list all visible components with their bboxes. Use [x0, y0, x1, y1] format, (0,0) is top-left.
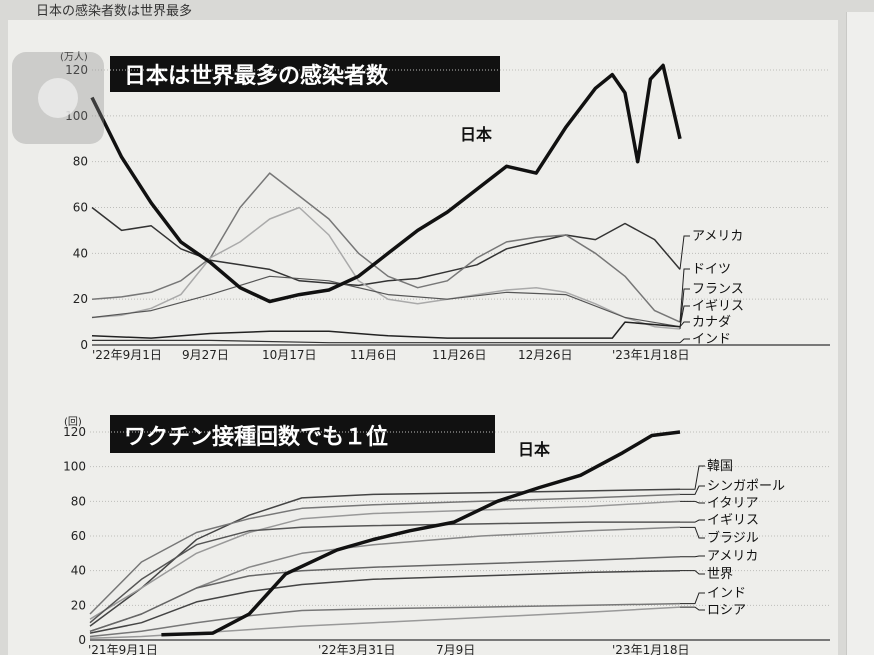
y-tick-1-1: 20 — [71, 598, 86, 612]
series-line-1-3 — [89, 521, 680, 624]
leader-1-2 — [680, 500, 705, 504]
x-tick-0-2: 10月17日 — [262, 348, 317, 362]
leader-1-4 — [680, 526, 705, 539]
chart-title-box-1 — [110, 415, 495, 453]
series-line-1-2 — [89, 500, 681, 620]
series-line-1-0 — [89, 488, 681, 627]
series-line-0-4 — [91, 321, 681, 339]
series-line-1-8 — [89, 606, 681, 640]
x-tick-0-0: '22年9月1日 — [92, 348, 162, 362]
x-tick-1-2: 7月9日 — [436, 643, 475, 655]
leader-0-2 — [679, 288, 690, 330]
assistive-touch-inner — [38, 78, 78, 118]
series-label-1-0: 韓国 — [707, 459, 733, 474]
leader-1-1 — [680, 485, 705, 495]
series-line-1-5 — [89, 556, 681, 633]
series-label-0-3: イギリス — [692, 299, 744, 314]
series-label-0-4: カナダ — [692, 315, 731, 330]
series-label-1-7: インド — [707, 586, 746, 601]
series-label-0-0: アメリカ — [692, 229, 743, 244]
y-tick-0-6: 120 — [65, 63, 88, 77]
leader-0-5 — [679, 338, 690, 344]
series-label-0-1: ドイツ — [692, 262, 731, 277]
x-tick-0-3: 11月6日 — [350, 348, 397, 362]
leader-1-7 — [680, 592, 705, 605]
x-tick-0-5: 12月26日 — [518, 348, 573, 362]
series-label-1-8: ロシア — [707, 603, 746, 618]
leader-1-8 — [680, 606, 705, 611]
series-line-0-1 — [91, 172, 681, 323]
leader-0-0 — [679, 235, 690, 270]
leader-0-4 — [679, 321, 690, 327]
series-line-1-6 — [89, 569, 681, 634]
chart-title-1: ワクチン接種回数でも１位 — [124, 424, 388, 450]
y-tick-0-2: 40 — [73, 246, 88, 260]
y-tick-0-4: 80 — [73, 155, 88, 169]
y-tick-0-3: 60 — [73, 201, 88, 215]
series-label-1-5: アメリカ — [707, 549, 758, 564]
x-tick-0-1: 9月27日 — [182, 348, 229, 362]
y-tick-1-6: 120 — [63, 425, 86, 439]
x-tick-1-0: '21年9月1日 — [88, 643, 158, 655]
y-tick-1-3: 60 — [71, 529, 86, 543]
y-tick-1-0: 0 — [78, 633, 86, 647]
series-label-0-japan: 日本 — [460, 125, 492, 144]
series-label-1-6: 世界 — [707, 567, 733, 582]
series-label-1-1: シンガポール — [707, 479, 785, 494]
series-line-0-0 — [91, 206, 681, 287]
leader-1-0 — [680, 465, 705, 490]
x-tick-0-6: '23年1月18日 — [612, 348, 689, 362]
leader-1-3 — [680, 519, 705, 523]
right-edge-strip — [846, 12, 874, 655]
series-label-1-4: ブラジル — [707, 530, 759, 546]
series-line-0-3 — [91, 275, 681, 328]
y-tick-0-1: 20 — [73, 292, 88, 306]
assistive-touch-button[interactable] — [12, 52, 104, 144]
y-unit-0: (万人) — [60, 51, 88, 63]
y-tick-0-0: 0 — [80, 338, 88, 352]
series-label-1-2: イタリア — [707, 496, 758, 511]
leader-1-6 — [680, 570, 705, 575]
y-tick-1-2: 40 — [71, 564, 86, 578]
y-tick-1-4: 80 — [71, 494, 86, 508]
x-tick-0-4: 11月26日 — [432, 348, 487, 362]
x-tick-1-3: '23年1月18日 — [612, 643, 689, 655]
leader-0-1 — [679, 268, 690, 323]
series-line-1-1 — [89, 493, 681, 615]
y-unit-1: (回) — [64, 416, 82, 428]
leader-1-5 — [680, 555, 705, 558]
series-line-0-2 — [91, 206, 681, 330]
series-label-1-3: イギリス — [707, 513, 759, 528]
series-label-0-5: インド — [692, 332, 731, 347]
y-tick-1-5: 100 — [63, 460, 86, 474]
chart-title-box-0 — [110, 56, 500, 92]
series-label-0-2: フランス — [692, 282, 744, 297]
series-line-0-5 — [92, 339, 680, 344]
page-caption: 日本の感染者数は世界最多 — [36, 4, 193, 19]
series-label-1-japan: 日本 — [518, 440, 550, 459]
series-line-0-6 — [90, 63, 682, 304]
chart-title-0: 日本は世界最多の感染者数 — [124, 63, 389, 89]
x-tick-1-1: '22年3月31日 — [318, 643, 395, 655]
leader-0-3 — [679, 305, 690, 327]
series-line-1-7 — [89, 602, 681, 638]
series-line-1-9 — [161, 430, 681, 637]
